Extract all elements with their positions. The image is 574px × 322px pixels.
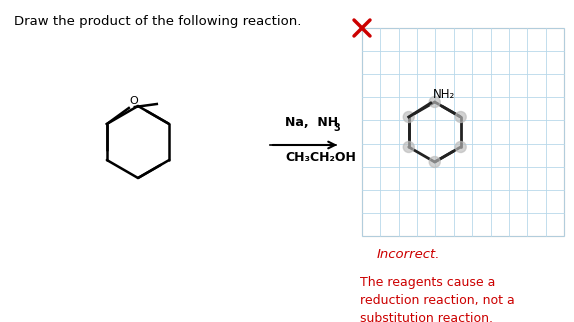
Text: NH₂: NH₂ xyxy=(433,88,455,101)
Text: CH₃CH₂OH: CH₃CH₂OH xyxy=(285,151,356,164)
Text: The reagents cause a
reduction reaction, not a
substitution reaction.: The reagents cause a reduction reaction,… xyxy=(360,276,515,322)
Circle shape xyxy=(455,111,466,122)
Text: Na,  NH: Na, NH xyxy=(285,116,338,129)
Text: Draw the product of the following reaction.: Draw the product of the following reacti… xyxy=(14,15,301,28)
Circle shape xyxy=(455,141,466,153)
Text: O: O xyxy=(130,96,138,106)
Circle shape xyxy=(429,97,440,108)
Circle shape xyxy=(404,111,414,122)
Text: 3: 3 xyxy=(333,123,340,133)
Circle shape xyxy=(404,141,414,153)
Text: Incorrect.: Incorrect. xyxy=(377,248,440,261)
Bar xyxy=(362,28,564,236)
Circle shape xyxy=(429,156,440,167)
